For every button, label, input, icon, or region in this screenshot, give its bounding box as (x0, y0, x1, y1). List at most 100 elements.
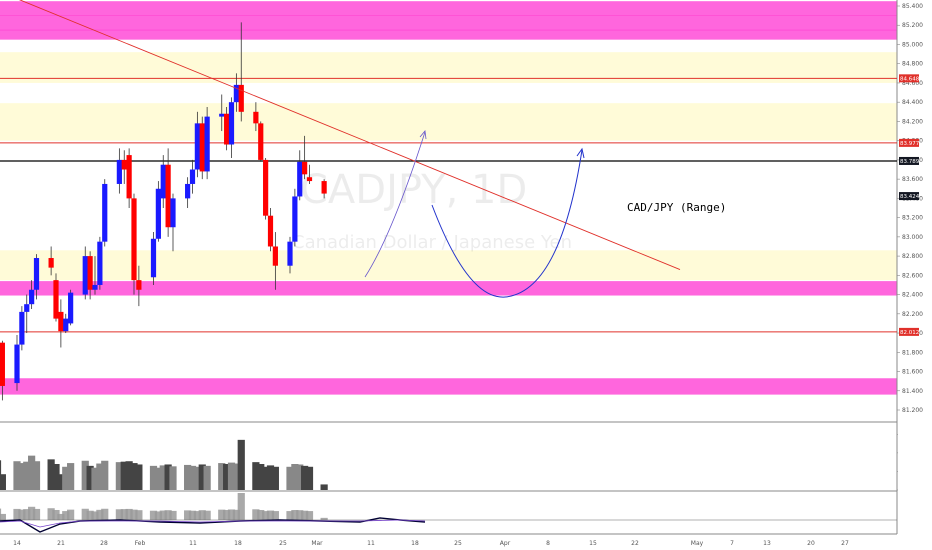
oscillator-bar (91, 511, 99, 520)
volume-bar (184, 464, 192, 490)
oscillator-bar (18, 509, 26, 520)
price-tick-label: 82.200 (902, 311, 923, 318)
price-tick-label: 84.200 (902, 118, 923, 125)
candle-20 (126, 155, 132, 199)
price-tick-label: 83.600 (902, 176, 923, 183)
oscillator-bar (291, 510, 299, 520)
candle-38 (253, 111, 259, 124)
price-tick-label: 81.600 (902, 369, 923, 376)
candle-4 (19, 311, 25, 345)
date-tick-label: Mar (311, 540, 323, 547)
oscillator-bar (262, 511, 270, 520)
volume-bar (286, 466, 294, 490)
candle-35 (228, 102, 235, 145)
volume-bar (115, 462, 123, 490)
date-tick-label: 28 (100, 540, 108, 547)
price-badge (899, 327, 919, 336)
volume-bar (320, 484, 328, 490)
candle-21 (131, 198, 137, 281)
price-tick-label: 83.200 (902, 215, 923, 222)
volume-bar (232, 463, 240, 490)
volume-bar (32, 461, 41, 490)
oscillator-bar (252, 509, 260, 520)
horizontal-lines (0, 77, 897, 333)
date-tick-label: Apr (500, 540, 511, 547)
candle-5 (24, 304, 30, 312)
volume-bar (252, 462, 260, 490)
volume-bar (149, 465, 158, 490)
candle-12 (68, 292, 74, 324)
price-badge (899, 192, 919, 201)
date-tick-label: 25 (279, 540, 287, 547)
price-tick-label: 81.200 (902, 407, 923, 414)
oscillator-pane: 400K0 (0, 493, 918, 533)
price-tick-label: 84.600 (902, 80, 923, 87)
price-badge-label: 83.424 (900, 194, 920, 200)
oscillator-bar (188, 510, 197, 520)
candle-33 (219, 113, 225, 117)
oscillator-bar (115, 509, 123, 520)
price-badge-label: 84.648 (900, 76, 920, 82)
oscillator-bar (125, 508, 133, 520)
zone-0 (0, 1, 897, 40)
trendline[interactable] (0, 0, 681, 270)
volume-bar (193, 466, 201, 490)
volume-pane: 120000.000080000.000040000.00000.0000 (0, 431, 932, 494)
zone-3 (0, 250, 897, 281)
small-arrow[interactable] (364, 131, 426, 278)
volume-bar (52, 464, 60, 490)
price-tick-label: 82.800 (902, 253, 923, 260)
date-axis[interactable]: 14 21 28 Feb 11 18 25 Mar 11 18 25 Apr 8 15 22 May 7 13 20… (13, 540, 849, 547)
candle-13 (82, 256, 88, 295)
oscillator-bar (164, 510, 172, 520)
zone-4 (0, 281, 897, 296)
candle-8 (48, 258, 54, 268)
oscillator-bar (218, 509, 226, 520)
watermark-description: Canadian Dollar / Japanese Yen (292, 232, 572, 253)
candle-7 (33, 258, 40, 290)
price-tick-label: 81.400 (902, 388, 923, 395)
candle-14 (87, 256, 93, 290)
candle-18 (116, 159, 122, 184)
volume-bar (125, 461, 133, 490)
date-tick-label: 18 (234, 540, 242, 547)
oscillator-bar (257, 510, 265, 520)
candle-37 (238, 84, 244, 112)
oscillator-bar (28, 506, 36, 520)
date-tick-label: 8 (546, 540, 550, 547)
volume-bar (81, 460, 89, 490)
candle-10 (58, 311, 64, 332)
price-axis[interactable]: 85.400 85.200 85.000 84.800 84.600 84.400 84.2… (897, 0, 932, 534)
price-tick-label: 82.600 (902, 272, 923, 279)
oscillator-line (0, 517, 426, 533)
candle-16 (97, 241, 103, 285)
date-tick-label: 15 (589, 540, 597, 547)
date-tick-label: 13 (763, 540, 771, 547)
candle-39 (258, 123, 264, 160)
price-badge (899, 74, 919, 83)
volume-bar (262, 466, 270, 490)
candle-28 (185, 183, 191, 199)
projection-arc[interactable] (431, 149, 583, 298)
oscillator-bar (13, 508, 21, 520)
volume-bar (13, 461, 21, 490)
date-tick-label: 27 (841, 540, 849, 547)
candle-45 (297, 161, 303, 197)
oscillator-bar (52, 510, 60, 520)
candles (0, 22, 327, 401)
candle-41 (267, 215, 274, 247)
drawings (0, 0, 681, 298)
volume-bar (130, 463, 138, 490)
oscillator-bar (296, 510, 304, 520)
volume-bar (218, 463, 226, 490)
price-badge-label: 83.977 (900, 141, 920, 147)
oscillator-bar (81, 508, 89, 520)
volume-bar (67, 463, 75, 490)
volume-bar (120, 461, 128, 490)
volume-bar (135, 464, 143, 490)
candle-19 (121, 159, 127, 170)
oscillator-bar (301, 510, 309, 520)
volume-bar (301, 465, 309, 490)
volume-bar (203, 465, 211, 490)
volume-bar (271, 466, 279, 490)
